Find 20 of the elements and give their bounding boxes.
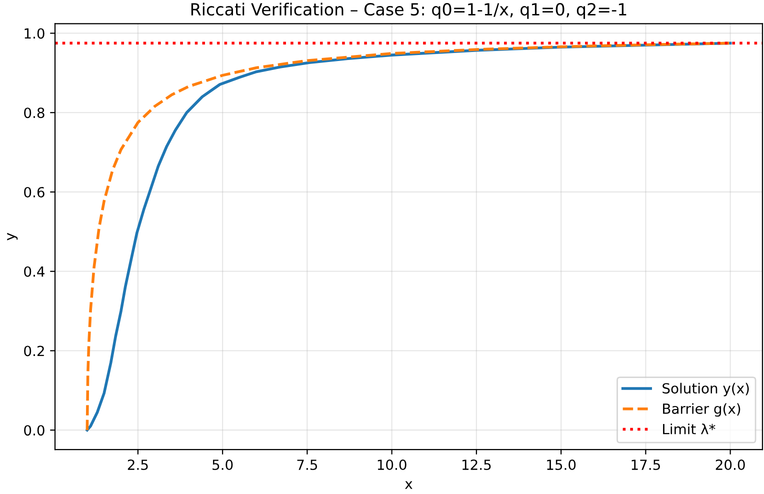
x-tick-label: 20.0 <box>716 460 745 470</box>
x-tick-label: 15.0 <box>547 460 576 470</box>
x-axis-title: x <box>405 481 412 489</box>
x-tick-label: 5.0 <box>212 460 233 470</box>
y-tick-label: 0.8 <box>24 108 44 118</box>
legend-label: Barrier g(x) <box>663 403 740 417</box>
y-axis-title: y <box>7 232 18 240</box>
y-tick-label: 0.4 <box>24 266 45 277</box>
chart-title: Riccati Verification – Case 5: q0=1-1/x, q1=0, q2=-1 <box>191 2 626 19</box>
x-tick-label: 7.5 <box>297 460 318 470</box>
y-tick-label: 0.0 <box>24 425 44 436</box>
legend-label: Solution y(x) <box>662 382 749 396</box>
legend-label: Limit λ* <box>663 424 716 434</box>
x-tick-label: 2.5 <box>128 460 148 470</box>
y-tick-label: 0.2 <box>24 346 44 356</box>
x-tick-label: 12.5 <box>462 460 491 470</box>
x-tick-label: 10.0 <box>378 460 406 470</box>
y-tick-label: 1.0 <box>24 28 44 39</box>
y-tick-label: 0.6 <box>24 186 44 198</box>
x-tick-label: 17.5 <box>632 460 660 470</box>
